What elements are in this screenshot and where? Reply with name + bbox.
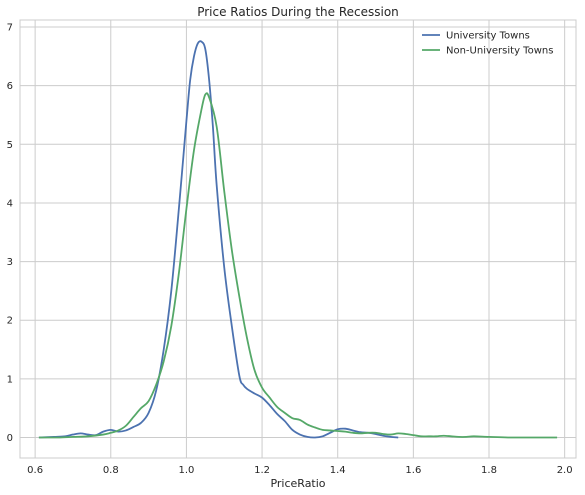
y-tick-label: 2 <box>7 316 13 327</box>
x-tick-label: 1.2 <box>254 465 270 476</box>
chart-title: Price Ratios During the Recession <box>197 5 399 19</box>
y-tick-label: 0 <box>7 433 13 444</box>
x-tick-label: 1.6 <box>405 465 421 476</box>
x-tick-label: 1.0 <box>178 465 194 476</box>
x-axis-ticks: 0.6 0.8 1.0 1.2 1.4 1.6 1.8 2.0 <box>27 465 572 476</box>
x-tick-label: 1.8 <box>481 465 497 476</box>
x-tick-label: 2.0 <box>557 465 573 476</box>
y-tick-label: 7 <box>7 23 13 34</box>
y-tick-label: 5 <box>7 140 13 151</box>
x-tick-label: 0.6 <box>27 465 43 476</box>
y-tick-label: 1 <box>7 374 13 385</box>
x-tick-label: 0.8 <box>103 465 119 476</box>
y-tick-label: 4 <box>7 198 13 209</box>
y-tick-label: 6 <box>7 81 13 92</box>
x-tick-label: 1.4 <box>330 465 346 476</box>
y-axis-ticks: 0 1 2 3 4 5 6 7 <box>7 23 13 444</box>
legend-label: University Towns <box>446 31 530 42</box>
y-tick-label: 3 <box>7 257 13 268</box>
legend-label: Non-University Towns <box>446 46 553 57</box>
x-axis-label: PriceRatio <box>270 477 325 490</box>
